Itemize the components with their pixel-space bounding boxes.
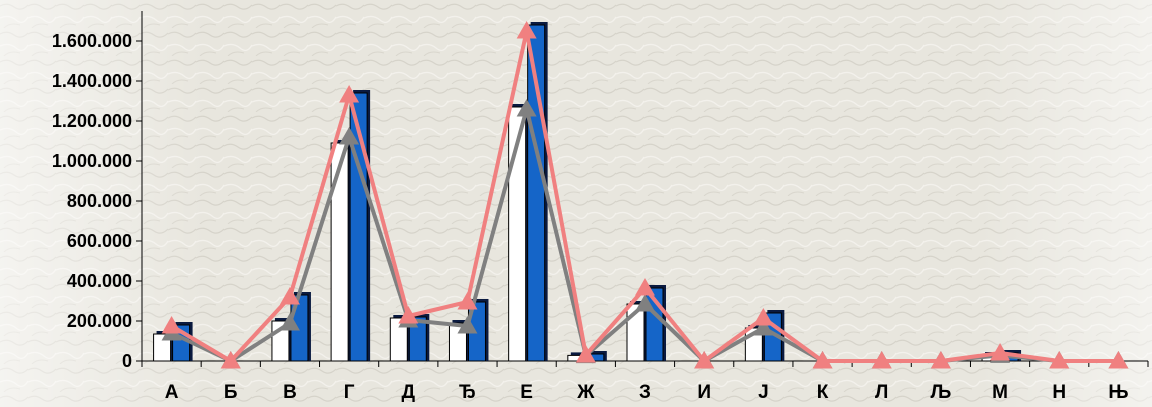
- bar: [408, 316, 427, 362]
- x-tick-label: Н: [1052, 382, 1066, 403]
- x-tick-label: И: [697, 382, 711, 403]
- line-marker: [516, 21, 537, 39]
- x-tick-label: Л: [875, 382, 888, 403]
- x-tick-label: Е: [520, 382, 533, 403]
- line-marker: [812, 351, 833, 369]
- line-marker: [279, 287, 300, 305]
- line-marker: [339, 127, 360, 145]
- line-marker: [279, 313, 300, 331]
- bar: [349, 92, 368, 362]
- y-tick-label: 1.400.000: [52, 71, 132, 91]
- line-marker: [694, 351, 715, 369]
- x-tick-label: М: [992, 382, 1008, 403]
- x-tick-label: Љ: [930, 382, 951, 403]
- line-marker: [1049, 351, 1070, 369]
- y-tick-label: 400.000: [67, 271, 132, 291]
- bar: [330, 142, 349, 362]
- x-tick-label: Ј: [758, 382, 769, 403]
- x-tick-label: Ђ: [459, 382, 476, 403]
- line-marker: [457, 292, 478, 310]
- x-tick-label: В: [283, 382, 297, 403]
- line-marker: [753, 318, 774, 336]
- line-marker: [457, 316, 478, 334]
- line-marker: [220, 351, 241, 369]
- y-tick-label: 1.000.000: [52, 151, 132, 171]
- line-marker: [575, 345, 596, 363]
- y-tick-label: 200.000: [67, 311, 132, 331]
- line-marker: [339, 85, 360, 103]
- line-marker: [161, 316, 182, 334]
- line-marker: [635, 294, 655, 312]
- x-tick-label: Б: [224, 382, 238, 403]
- line-marker: [753, 308, 774, 326]
- x-tick-label: Г: [344, 382, 355, 403]
- line-marker: [871, 351, 892, 369]
- line-marker: [1108, 351, 1129, 369]
- line-marker: [990, 343, 1011, 361]
- lines: [161, 21, 1129, 369]
- bar: [389, 317, 408, 362]
- line-marker: [930, 351, 951, 369]
- x-tick-label: Њ: [1108, 382, 1128, 403]
- y-tick-label: 1.200.000: [52, 111, 132, 131]
- y-tick-label: 1.600.000: [52, 31, 132, 51]
- axis-labels: 0 200.000 400.000 600.000 800.000 1.000.000 1.…: [52, 31, 1129, 403]
- y-tick-label: 600.000: [67, 231, 132, 251]
- y-tick-label: 800.000: [67, 191, 132, 211]
- line-marker: [635, 278, 655, 296]
- bar: [508, 106, 527, 362]
- y-tick-label: 0: [122, 351, 132, 371]
- x-tick-label: Д: [402, 382, 416, 403]
- line-marker: [398, 306, 419, 324]
- bar: [153, 333, 172, 362]
- x-tick-label: З: [639, 382, 651, 403]
- line-marker: [516, 99, 537, 117]
- x-tick-label: А: [165, 382, 179, 403]
- x-tick-label: Ж: [576, 382, 595, 403]
- x-tick-label: К: [817, 382, 829, 403]
